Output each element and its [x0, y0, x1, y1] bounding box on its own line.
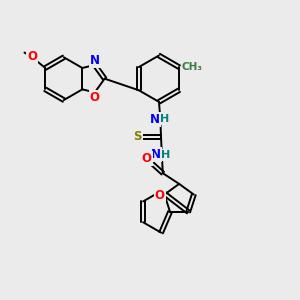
Text: O: O: [155, 189, 165, 202]
Text: O: O: [27, 50, 37, 63]
Text: H: H: [161, 150, 171, 160]
Text: N: N: [90, 54, 100, 67]
Text: H: H: [160, 114, 169, 124]
Text: N: N: [151, 148, 161, 161]
Text: O: O: [142, 152, 152, 165]
Text: N: N: [150, 112, 160, 126]
Text: S: S: [133, 130, 142, 143]
Text: O: O: [90, 91, 100, 103]
Text: CH₃: CH₃: [182, 62, 203, 72]
